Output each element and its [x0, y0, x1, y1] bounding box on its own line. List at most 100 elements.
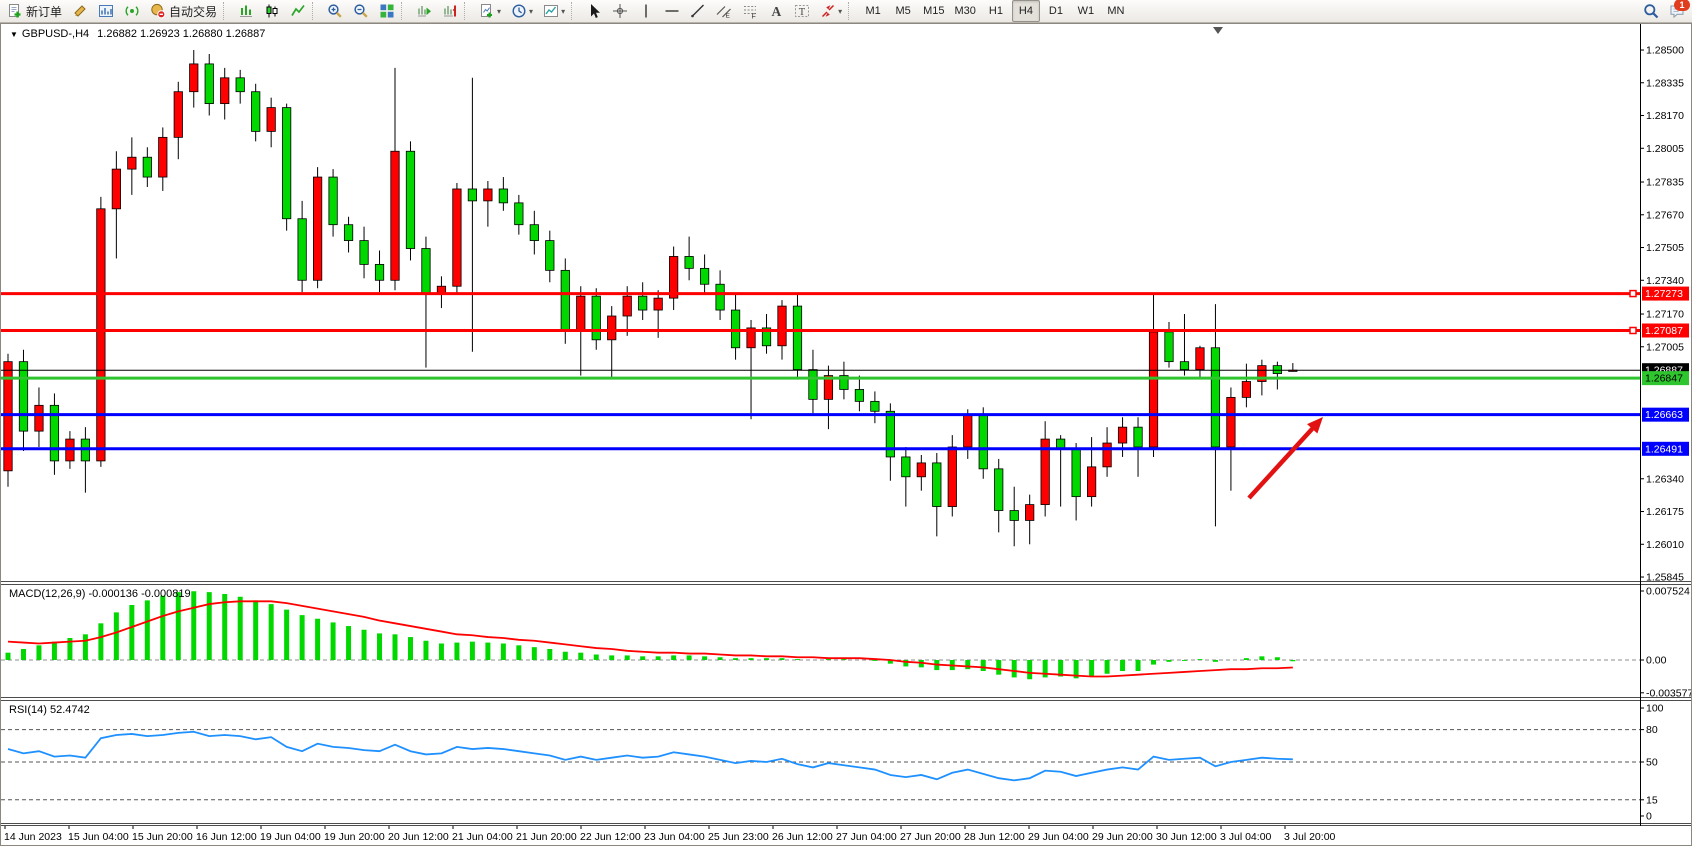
candle	[189, 63, 199, 93]
candle	[34, 404, 44, 432]
candle	[576, 295, 586, 331]
candle	[622, 295, 632, 317]
line-chart-button[interactable]	[286, 0, 310, 22]
candle	[1148, 331, 1159, 448]
autotrading-button[interactable]: 自动交易	[146, 0, 221, 22]
new-chart-icon	[479, 3, 495, 19]
collapse-icon[interactable]: ▼	[10, 30, 18, 39]
periods-icon	[511, 3, 527, 19]
chart-shift-button[interactable]	[438, 0, 462, 22]
timeframe-d1-button[interactable]: D1	[1048, 5, 1063, 17]
candle	[1087, 466, 1097, 498]
time-axis[interactable]: 14 Jun 2023 15 Jun 04:00 15 Jun 20:00 16 Ju…	[4, 826, 1336, 843]
text-label-tool-button[interactable]: T	[790, 0, 814, 22]
candle	[235, 77, 245, 93]
time-label: 3 Jul 04:00	[1220, 831, 1272, 843]
styler-button[interactable]	[68, 0, 92, 22]
arrows-tool-button[interactable]: ▾	[816, 0, 846, 22]
line-handle[interactable]	[1629, 289, 1637, 298]
toolbar-group-timeframes: M1 M5 M15 M30 H1 H4 D1 W1 MN	[858, 0, 1131, 22]
price-badge-text: 1.26491	[1645, 443, 1683, 455]
dropdown-caret-icon: ▾	[561, 6, 566, 16]
toolbar-group-scroll	[411, 0, 463, 22]
time-label: 25 Jun 23:00	[708, 831, 769, 843]
time-label: 16 Jun 12:00	[196, 831, 257, 843]
tile-windows-button[interactable]	[375, 0, 399, 22]
horizontal-line-tool-button[interactable]	[660, 0, 684, 22]
timeframe-m15-button[interactable]: M15	[923, 5, 945, 17]
candle	[947, 446, 957, 507]
candle	[591, 295, 601, 341]
equidistant-channel-tool-button[interactable]: E	[712, 0, 736, 22]
signals-button[interactable]	[120, 0, 144, 22]
candle	[730, 309, 741, 349]
crosshair-tool-button[interactable]	[608, 0, 632, 22]
candle	[700, 267, 710, 285]
timeframe-h1-button[interactable]: H1	[988, 5, 1003, 17]
time-label: 29 Jun 20:00	[1092, 831, 1153, 843]
candle	[142, 156, 152, 178]
timeframe-m1-button[interactable]: M1	[865, 5, 881, 17]
svg-text:1.26010: 1.26010	[1646, 539, 1684, 551]
toolbar-separator	[464, 2, 473, 20]
timeframe-h4-button[interactable]: H4	[1011, 0, 1040, 22]
notification-badge: 1	[1674, 0, 1690, 11]
svg-text:1.27170: 1.27170	[1646, 309, 1684, 321]
search-button[interactable]	[1639, 0, 1663, 22]
candle	[498, 188, 508, 204]
text-tool-button[interactable]: A	[764, 0, 788, 22]
zoom-in-icon	[327, 3, 343, 19]
candlestick-chart-button[interactable]	[260, 0, 284, 22]
new-chart-button[interactable]: ▾	[475, 0, 505, 22]
new-order-button[interactable]: 新订单	[3, 0, 66, 22]
timeframe-m30-button[interactable]: M30	[954, 5, 976, 17]
timeframe-m5-button[interactable]: M5	[895, 5, 911, 17]
candle	[1210, 347, 1221, 448]
candle	[1025, 504, 1035, 521]
candle	[312, 176, 323, 281]
vertical-line-tool-button[interactable]	[634, 0, 658, 22]
price-axis[interactable]: 1.28500 1.28335 1.28170 1.28005 1.27835 1.276…	[1640, 45, 1689, 584]
price-badge	[1642, 371, 1689, 386]
line-handle[interactable]	[1629, 326, 1637, 335]
time-label: 15 Jun 20:00	[132, 831, 193, 843]
channel-icon: E	[716, 3, 732, 19]
templates-button[interactable]: ▾	[539, 0, 569, 22]
candle	[1272, 365, 1282, 374]
arrows-icon	[820, 3, 836, 19]
timeframe-w1-button[interactable]: W1	[1077, 5, 1095, 17]
candle	[777, 305, 787, 347]
signal-icon	[124, 3, 140, 19]
candles-icon	[264, 3, 280, 19]
chart-shift-marker[interactable]	[1213, 27, 1223, 34]
fibonacci-tool-button[interactable]: F	[738, 0, 762, 22]
candle	[560, 269, 570, 331]
candle	[854, 389, 865, 402]
chat-button[interactable]: 1	[1665, 0, 1690, 22]
timeframe-mn-button[interactable]: MN	[1107, 5, 1125, 17]
bar-chart-button[interactable]	[234, 0, 258, 22]
candle	[715, 283, 725, 311]
trend-arrow[interactable]	[1247, 417, 1323, 500]
time-label: 28 Jun 12:00	[964, 831, 1025, 843]
candle	[18, 361, 29, 432]
trendline-tool-button[interactable]	[686, 0, 710, 22]
zoom-out-button[interactable]	[349, 0, 373, 22]
time-label: 29 Jun 04:00	[1028, 831, 1089, 843]
auto-scroll-button[interactable]	[412, 0, 436, 22]
candle	[669, 256, 679, 299]
price-chart-canvas[interactable]: 1.28500 1.28335 1.28170 1.28005 1.27835 1.276…	[1, 24, 1692, 845]
zoom-in-button[interactable]	[323, 0, 347, 22]
candle	[251, 91, 261, 132]
trendline-icon	[690, 3, 706, 19]
candle	[792, 305, 803, 370]
candle	[359, 240, 369, 265]
rsi-line	[7, 730, 1293, 782]
time-label: 3 Jul 20:00	[1284, 831, 1336, 843]
charts-window-button[interactable]	[94, 0, 118, 22]
toolbar-separator	[401, 2, 410, 20]
label-icon: T	[794, 3, 810, 19]
svg-text:1.25845: 1.25845	[1646, 572, 1684, 584]
cursor-tool-button[interactable]	[582, 0, 606, 22]
periods-button[interactable]: ▾	[507, 0, 537, 22]
